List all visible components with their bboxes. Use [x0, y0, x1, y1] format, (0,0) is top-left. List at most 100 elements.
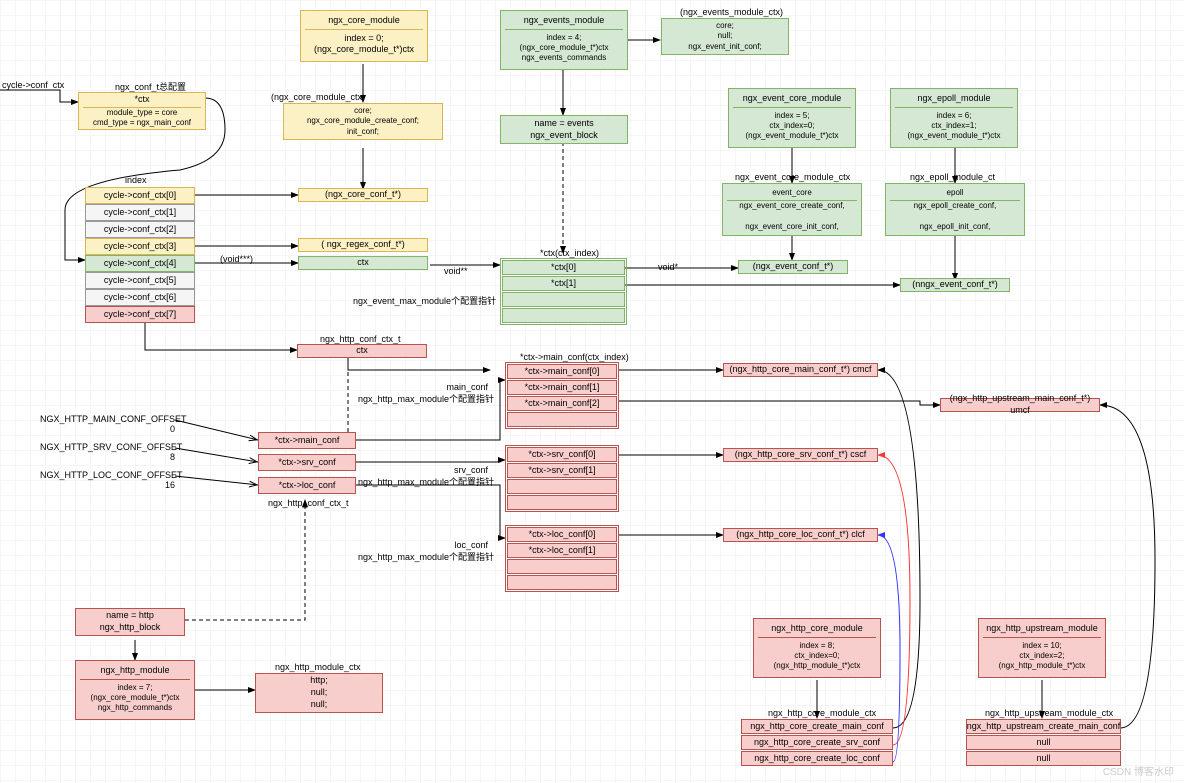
core-ctx: core;ngx_core_module_create_conf;init_co…: [283, 103, 443, 140]
loc-conf: *ctx->loc_conf: [258, 477, 356, 494]
main-conf: *ctx->main_conf: [258, 432, 356, 449]
hu-body: index = 10;ctx_index=2;(ngx_http_module_…: [983, 638, 1101, 675]
ctx-line: *ctx: [83, 93, 201, 108]
max-mod-label: ngx_event_max_module个配置指针: [353, 294, 496, 307]
core-ctx-label: (ngx_core_module_ctx): [271, 92, 365, 102]
ctx-row-4: cycle->conf_ctx[4]: [85, 255, 195, 272]
ctx-arr-1: *ctx[1]: [502, 276, 625, 291]
clcf: (ngx_http_core_loc_conf_t*) clcf: [723, 528, 878, 542]
hu-ctx-0: ngx_http_upstream_create_main_conf: [966, 719, 1121, 734]
ec-ctx-label: ngx_event_core_module_ctx: [735, 172, 850, 182]
ev-title: ngx_events_module: [505, 13, 623, 30]
cycle-conf-ctx-label: cycle->conf_ctx: [2, 80, 64, 90]
hu-ctx-2: null: [966, 751, 1121, 766]
ev-body: index = 4;(ngx_core_module_t*)ctxngx_eve…: [505, 30, 623, 67]
loc-sub: loc_confngx_http_max_module个配置指针: [358, 540, 488, 563]
loc-arr: *ctx->loc_conf[0]*ctx->loc_conf[1]: [505, 525, 619, 592]
srv-arr-0: *ctx->srv_conf[0]: [507, 447, 617, 462]
nngx-conf-t: (nngx_event_conf_t*): [900, 278, 1010, 292]
off-main: NGX_HTTP_MAIN_CONF_OFFSET0: [40, 414, 175, 434]
ep-ctx: epoll ngx_epoll_create_conf,ngx_epoll_in…: [885, 183, 1025, 236]
http-module: ngx_http_module index = 7;(ngx_core_modu…: [75, 660, 195, 720]
hc-ctx-label: ngx_http_core_module_ctx: [768, 708, 876, 718]
srv-arr-1: *ctx->srv_conf[1]: [507, 463, 617, 478]
ctx-arr-0: *ctx[0]: [502, 260, 625, 275]
ec-ctx: event_core ngx_event_core_create_conf,ng…: [722, 183, 862, 236]
event-conf-t: (ngx_event_conf_t*): [738, 260, 848, 274]
conf-body: module_type = corecmd_type = ngx_main_co…: [93, 108, 191, 129]
srv-arr: *ctx->srv_conf[0]*ctx->srv_conf[1]: [505, 445, 619, 512]
ngx-regex-conf-t: ( ngx_regex_conf_t*): [298, 238, 428, 252]
main-arr-0: *ctx->main_conf[0]: [507, 364, 617, 379]
ctx-box: ctx: [298, 256, 428, 270]
main-arr-label: *ctx->main_conf(ctx_index): [520, 352, 629, 362]
ctx-arr-2: [502, 292, 625, 307]
void1: void*: [658, 262, 678, 272]
core-mod-body: index = 0;(ngx_core_module_t*)ctx: [305, 30, 423, 59]
http-mod-ctx-label: ngx_http_module_ctx: [275, 662, 361, 672]
http-mod-ctx: http;null;null;: [255, 673, 383, 713]
ec-body: index = 5;ctx_index=0;(ngx_event_module_…: [733, 108, 851, 145]
ep-ctx-label: ngx_epoll_module_ct: [910, 172, 995, 182]
ctx-row-0: cycle->conf_ctx[0]: [85, 187, 195, 204]
cscf: (ngx_http_core_srv_conf_t*) cscf: [723, 448, 878, 462]
main-arr-1: *ctx->main_conf[1]: [507, 380, 617, 395]
hm-body: index = 7;(ngx_core_module_t*)ctxngx_htt…: [80, 680, 190, 717]
http-ctx-t2: ngx_http_conf_ctx_t: [268, 498, 349, 508]
http-upstream-module: ngx_http_upstream_module index = 10;ctx_…: [978, 618, 1106, 678]
ec-ctx-t: event_core: [727, 186, 857, 201]
void3: (void***): [220, 254, 253, 264]
srv-conf: *ctx->srv_conf: [258, 454, 356, 471]
hc-ctx-0: ngx_http_core_create_main_conf: [741, 719, 893, 734]
hc-ctx-1: ngx_http_core_create_srv_conf: [741, 735, 893, 750]
hc-title: ngx_http_core_module: [758, 621, 876, 638]
ctx-row-1: cycle->conf_ctx[1]: [85, 204, 195, 221]
srv-sub: srv_confngx_http_max_module个配置指针: [358, 465, 488, 488]
ctx-row-2: cycle->conf_ctx[2]: [85, 221, 195, 238]
ctx-array-box: *ctx[0]*ctx[1]: [500, 258, 627, 325]
ev-ctx-label: (ngx_events_module_ctx): [680, 7, 783, 17]
http-block: name = httpngx_http_block: [75, 608, 185, 636]
ctx-arr-label: *ctx(ctx_index): [540, 248, 599, 258]
main-arr: *ctx->main_conf[0]*ctx->main_conf[1]*ctx…: [505, 362, 619, 429]
events-block: name = eventsngx_event_block: [500, 115, 628, 144]
watermark: CSDN 博客水印: [1103, 763, 1174, 778]
ep-ctx-t: epoll: [890, 186, 1020, 201]
main-arr-2: *ctx->main_conf[2]: [507, 396, 617, 411]
loc-arr-3: [507, 575, 617, 590]
ngx-events-module: ngx_events_module index = 4;(ngx_core_mo…: [500, 10, 628, 70]
ngx-core-conf-t: (ngx_core_conf_t*): [298, 188, 428, 202]
loc-arr-1: *ctx->loc_conf[1]: [507, 543, 617, 558]
off-loc: NGX_HTTP_LOC_CONF_OFFSET16: [40, 470, 175, 490]
ctx-row-5: cycle->conf_ctx[5]: [85, 272, 195, 289]
hu-ctx-label: ngx_http_upstream_module_ctx: [985, 708, 1113, 718]
hu-ctx-1: null: [966, 735, 1121, 750]
srv-arr-3: [507, 495, 617, 510]
ec-title: ngx_event_core_module: [733, 91, 851, 108]
ngx-core-module: ngx_core_module index = 0;(ngx_core_modu…: [300, 10, 428, 62]
http-ctx: ctx: [297, 344, 427, 358]
ctx-table: cycle->conf_ctx[0]cycle->conf_ctx[1]cycl…: [85, 187, 195, 323]
ngx-conf-t: *ctx module_type = corecmd_type = ngx_ma…: [78, 92, 206, 130]
http-ctx-label: ngx_http_conf_ctx_t: [320, 334, 401, 344]
loc-arr-2: [507, 559, 617, 574]
http-core-module: ngx_http_core_module index = 8;ctx_index…: [753, 618, 881, 678]
off-srv: NGX_HTTP_SRV_CONF_OFFSET8: [40, 442, 175, 462]
main-arr-3: [507, 412, 617, 427]
srv-arr-2: [507, 479, 617, 494]
index-label: index: [125, 175, 147, 185]
hu-ctx: ngx_http_upstream_create_main_confnullnu…: [965, 718, 1122, 767]
ctx-row-3: cycle->conf_ctx[3]: [85, 238, 195, 255]
hu-title: ngx_http_upstream_module: [983, 621, 1101, 638]
ep-title: ngx_epoll_module: [895, 91, 1013, 108]
ctx-arr-3: [502, 308, 625, 323]
event-core-module: ngx_event_core_module index = 5;ctx_inde…: [728, 88, 856, 148]
epoll-module: ngx_epoll_module index = 6;ctx_index=1;(…: [890, 88, 1018, 148]
main-sub: main_confngx_http_max_module个配置指针: [358, 382, 488, 405]
core-mod-title: ngx_core_module: [305, 13, 423, 30]
cmcf: (ngx_http_core_main_conf_t*) cmcf: [723, 363, 878, 377]
void2: void**: [444, 266, 468, 276]
hc-ctx: ngx_http_core_create_main_confngx_http_c…: [740, 718, 894, 767]
umcf: (ngx_http_upstream_main_conf_t*) umcf: [940, 398, 1100, 412]
hm-title: ngx_http_module: [80, 663, 190, 680]
